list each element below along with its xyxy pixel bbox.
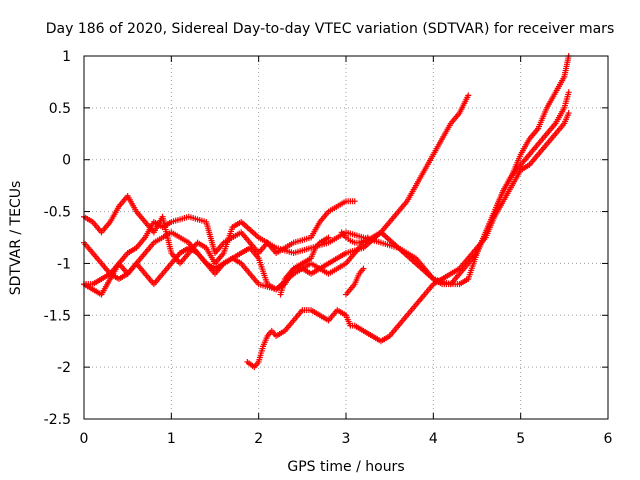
- y-tick-label: 0: [62, 153, 71, 169]
- tick-layer: 0 1 2 3 4 5 6 -2.5 -2 -1.5 -1 -0.5 0 0.5 1: [44, 49, 613, 447]
- y-axis-label: SDTVAR / TECUs: [8, 181, 24, 296]
- chart-title: Day 186 of 2020, Sidereal Day-to-day VTE…: [46, 21, 614, 37]
- grid-layer: [84, 56, 608, 419]
- y-tick-label: 1: [62, 49, 71, 65]
- series-track-6: [277, 234, 332, 298]
- data-point: [364, 234, 371, 241]
- data-point: [351, 198, 358, 205]
- x-tick-label: 5: [516, 431, 525, 447]
- y-tick-label: -0.5: [44, 205, 71, 221]
- y-tick-label: -2: [57, 360, 71, 376]
- x-tick-label: 6: [604, 431, 613, 447]
- y-tick-label: 0.5: [49, 101, 71, 117]
- data-point: [465, 92, 472, 99]
- y-tick-label: -1: [57, 256, 71, 272]
- data-point: [565, 110, 572, 117]
- x-axis-label: GPS time / hours: [287, 459, 404, 475]
- y-tick-label: -1.5: [44, 308, 71, 324]
- x-tick-label: 1: [167, 431, 176, 447]
- series-track-8: [338, 229, 371, 246]
- data-point: [360, 265, 367, 272]
- x-tick-label: 4: [429, 431, 438, 447]
- y-tick-label: -2.5: [44, 412, 71, 428]
- x-tick-label: 2: [254, 431, 263, 447]
- data-point: [565, 89, 572, 96]
- data-point: [325, 234, 332, 241]
- x-tick-label: 0: [80, 431, 89, 447]
- series-track-4: [81, 92, 472, 293]
- series-track-5: [244, 110, 572, 371]
- data-layer: [81, 53, 572, 371]
- series-track-7: [343, 265, 367, 298]
- x-tick-label: 3: [342, 431, 351, 447]
